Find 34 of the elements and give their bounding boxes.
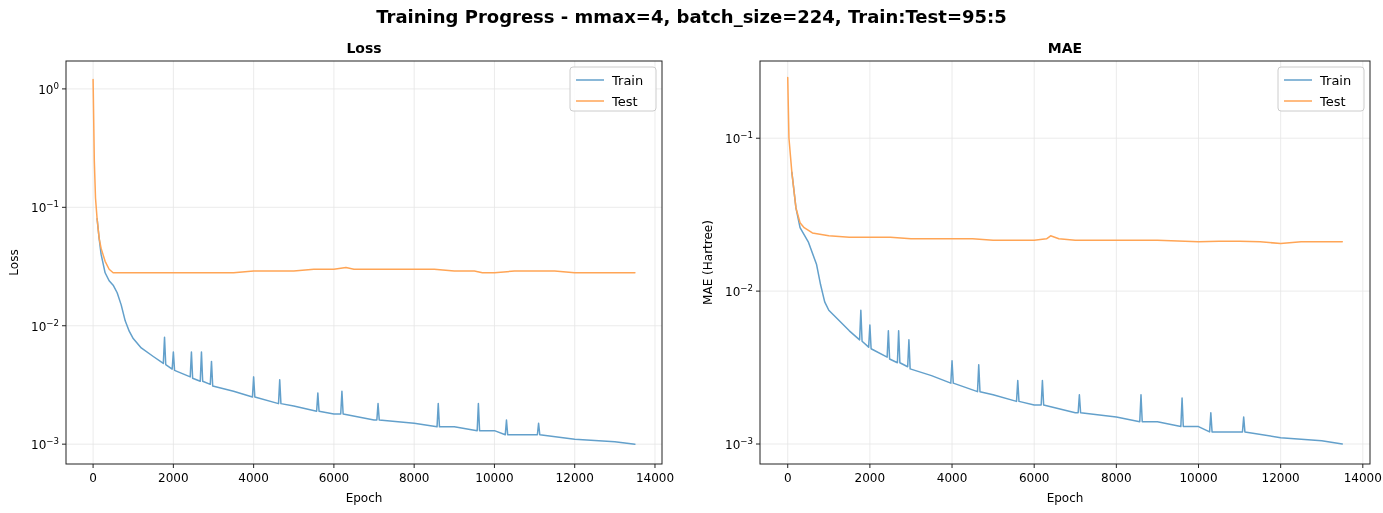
y-tick-label: 10$^{−2}$ (31, 317, 59, 334)
legend-label: Test (1319, 94, 1346, 109)
x-tick-label: 10000 (1179, 471, 1218, 485)
x-axis-title: Epoch (345, 491, 383, 505)
chart-title: MAE (1047, 40, 1083, 56)
legend-label: Train (611, 73, 644, 88)
legend-label: Test (611, 94, 638, 109)
x-tick-label: 6000 (1018, 471, 1050, 485)
x-tick-label: 2000 (854, 471, 886, 485)
y-tick-label: 10$^{−3}$ (725, 436, 753, 453)
x-tick-label: 14000 (1343, 471, 1382, 485)
x-tick-label: 6000 (318, 471, 350, 485)
y-tick-label: 10$^{0}$ (38, 80, 59, 97)
chart-title: Loss (346, 40, 382, 56)
x-tick-label: 4000 (238, 471, 269, 485)
y-tick-label: 10$^{−1}$ (31, 199, 59, 216)
y-tick-label: 10$^{−1}$ (725, 130, 753, 147)
x-tick-label: 8000 (398, 471, 430, 485)
x-tick-label: 10000 (475, 471, 514, 485)
x-tick-label: 8000 (1101, 471, 1132, 485)
x-tick-label: 12000 (1261, 471, 1300, 485)
legend-label: Train (1319, 73, 1352, 88)
x-tick-label: 14000 (635, 471, 675, 485)
x-tick-label: 12000 (555, 471, 594, 485)
y-axis-title: MAE (Hartree) (701, 220, 715, 305)
y-tick-label: 10$^{−2}$ (725, 283, 753, 300)
x-tick-label: 2000 (158, 471, 189, 485)
y-tick-label: 10$^{−3}$ (31, 436, 59, 453)
x-axis-title: Epoch (1046, 491, 1084, 505)
text: Training Progress - mmax=4, batch_size=224, Train:Test=95:5 (376, 6, 1007, 27)
x-tick-label: 0 (783, 471, 792, 485)
y-axis-title: Loss (7, 249, 21, 276)
x-tick-label: 0 (89, 471, 97, 485)
x-tick-label: 4000 (936, 471, 968, 485)
